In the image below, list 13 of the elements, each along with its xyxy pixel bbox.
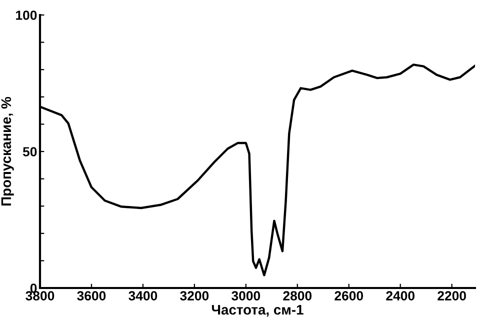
x-tick-label: 3000	[232, 291, 260, 300]
x-tick-label: 3400	[128, 291, 158, 300]
x-tick-label: 2800	[283, 291, 312, 300]
x-tick-label: 2600	[334, 291, 364, 300]
y-axis-title: Пропускание, %	[1, 96, 14, 206]
x-tick-label: 3600	[77, 291, 106, 300]
x-tick-label: 3200	[180, 291, 209, 300]
x-tick-label: 2200	[438, 291, 466, 300]
y-tick-label: 100	[16, 10, 37, 20]
x-tick-label: 3800	[26, 291, 54, 300]
x-axis-title: Частота, см-1	[212, 304, 304, 317]
y-tick-label: 50	[22, 147, 37, 156]
x-tick-label: 2400	[386, 291, 414, 300]
